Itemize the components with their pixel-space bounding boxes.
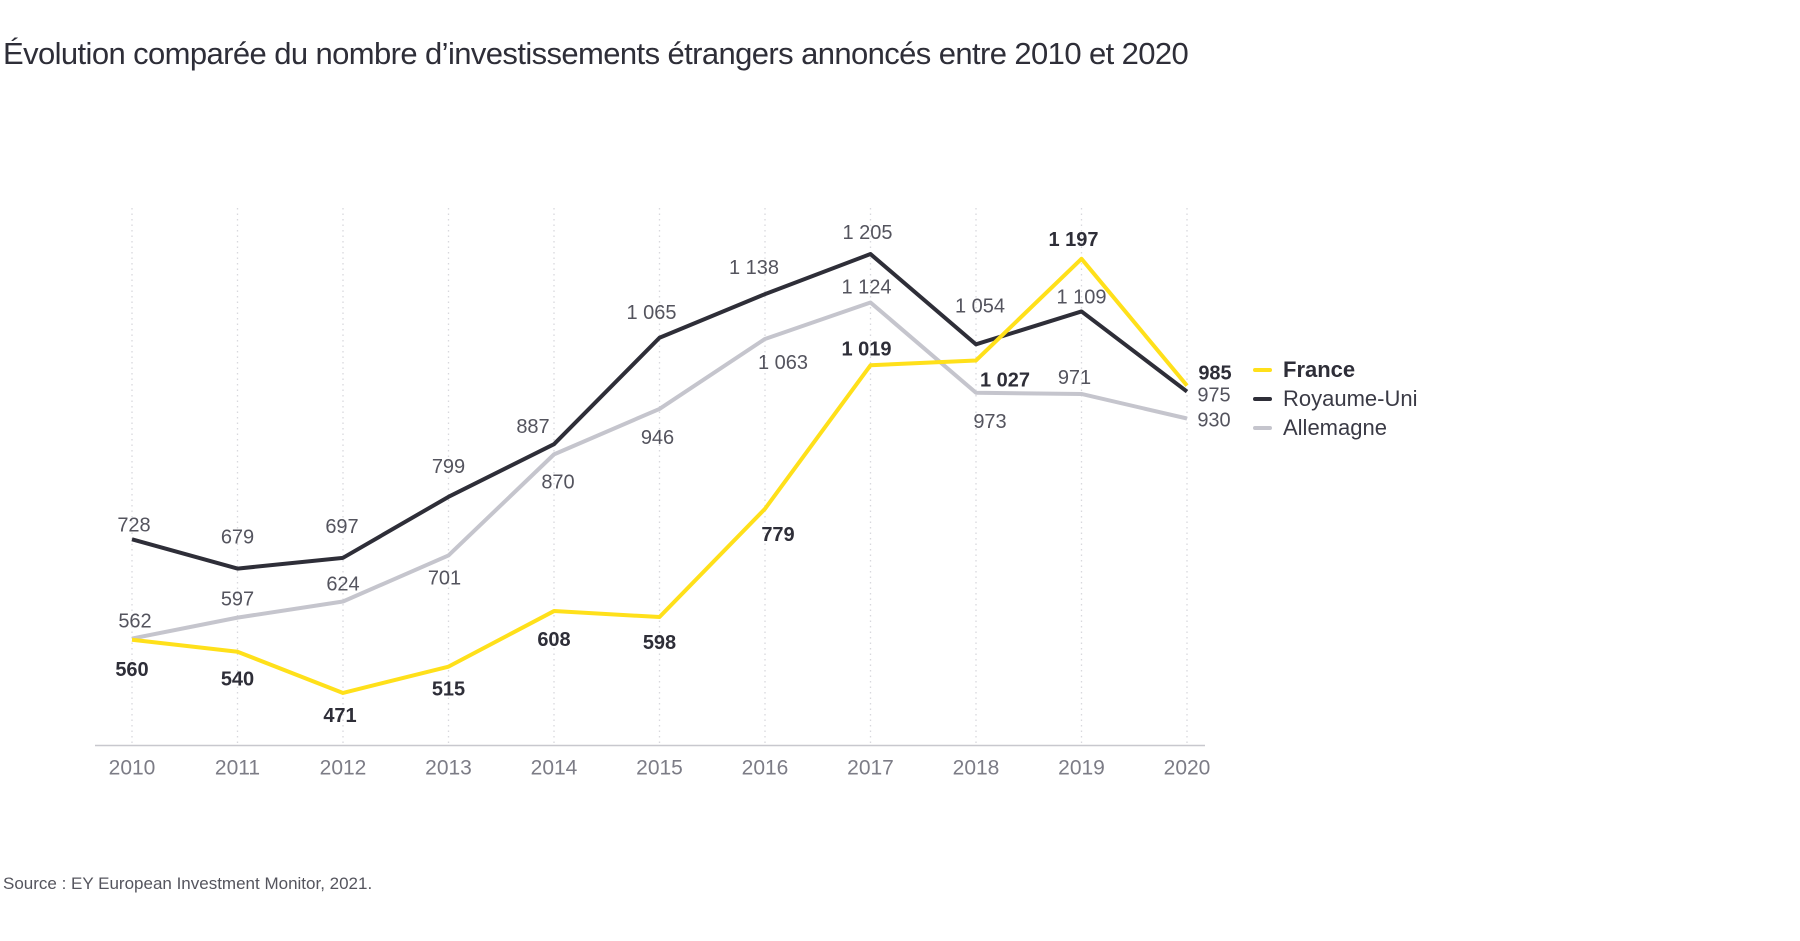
x-axis-label: 2015 [636, 757, 683, 780]
legend-item-france: France [1253, 355, 1418, 384]
x-axis-label: 2013 [425, 757, 472, 780]
france-line [131, 256, 1189, 695]
x-axis-label: 2010 [109, 757, 156, 780]
x-axis-label: 2017 [847, 757, 894, 780]
data-label: 930 [1197, 409, 1230, 431]
data-label: 1 065 [626, 302, 676, 324]
data-label: 1 197 [1048, 229, 1098, 251]
x-axis-labels: 2010 2011 2012 2013 2014 2015 2016 2017 2018 2019… [109, 757, 1211, 780]
legend-label-royaume-uni: Royaume-Uni [1283, 385, 1418, 411]
data-label: 560 [115, 659, 148, 681]
legend-item-royaume-uni: Royaume-Uni [1253, 384, 1418, 413]
data-label: 562 [118, 611, 151, 633]
data-labels: 560 540 471 515 608 598 779 1 019 1 027 1 197 985 7… [115, 222, 1231, 727]
data-label: 887 [516, 416, 549, 438]
data-label: 1 109 [1056, 286, 1106, 308]
data-label: 701 [428, 567, 461, 589]
data-label: 1 063 [758, 352, 808, 374]
data-label: 1 138 [729, 257, 779, 279]
gridlines [131, 208, 1188, 743]
data-label: 728 [117, 514, 150, 536]
data-label: 1 124 [841, 276, 891, 298]
data-label: 598 [643, 632, 676, 654]
data-label: 973 [973, 411, 1006, 433]
data-label: 1 205 [842, 222, 892, 244]
data-label: 697 [325, 516, 358, 538]
data-label: 975 [1197, 385, 1230, 407]
data-label: 597 [221, 589, 254, 611]
allemagne-line [131, 300, 1188, 641]
legend: France Royaume-Uni Allemagne [1253, 355, 1418, 442]
royaume-uni-line [131, 252, 1189, 571]
data-label: 608 [537, 629, 570, 651]
legend-label-allemagne: Allemagne [1283, 414, 1387, 440]
data-label: 946 [641, 427, 674, 449]
x-axis-label: 2020 [1164, 757, 1211, 780]
x-axis-label: 2019 [1058, 757, 1105, 780]
data-label: 540 [221, 669, 254, 691]
data-label: 985 [1198, 363, 1231, 385]
chart-title: Évolution comparée du nombre d’investiss… [3, 36, 1189, 71]
legend-item-allemagne: Allemagne [1253, 413, 1418, 442]
data-label: 1 054 [955, 295, 1005, 317]
x-axis-label: 2011 [215, 757, 260, 780]
data-label: 515 [432, 679, 465, 701]
x-axis-label: 2018 [953, 757, 1000, 780]
france-line-swatch-icon [1253, 367, 1272, 372]
data-label: 870 [541, 471, 574, 493]
x-axis-label: 2014 [531, 757, 578, 780]
royaume-uni-line-swatch-icon [1253, 396, 1272, 401]
data-label: 471 [323, 705, 356, 727]
x-axis-label: 2012 [320, 757, 367, 780]
series-lines [131, 252, 1189, 695]
data-label: 679 [221, 527, 254, 549]
data-label: 971 [1058, 367, 1091, 389]
legend-label-france: France [1283, 356, 1356, 382]
data-label: 624 [326, 573, 359, 595]
x-axis-label: 2016 [742, 757, 789, 780]
source-note: Source : EY European Investment Monitor,… [3, 874, 373, 893]
data-label: 779 [761, 524, 794, 546]
data-label: 1 019 [841, 338, 891, 360]
data-label: 799 [432, 456, 465, 478]
data-label: 1 027 [980, 369, 1030, 391]
allemagne-line-swatch-icon [1253, 425, 1272, 430]
